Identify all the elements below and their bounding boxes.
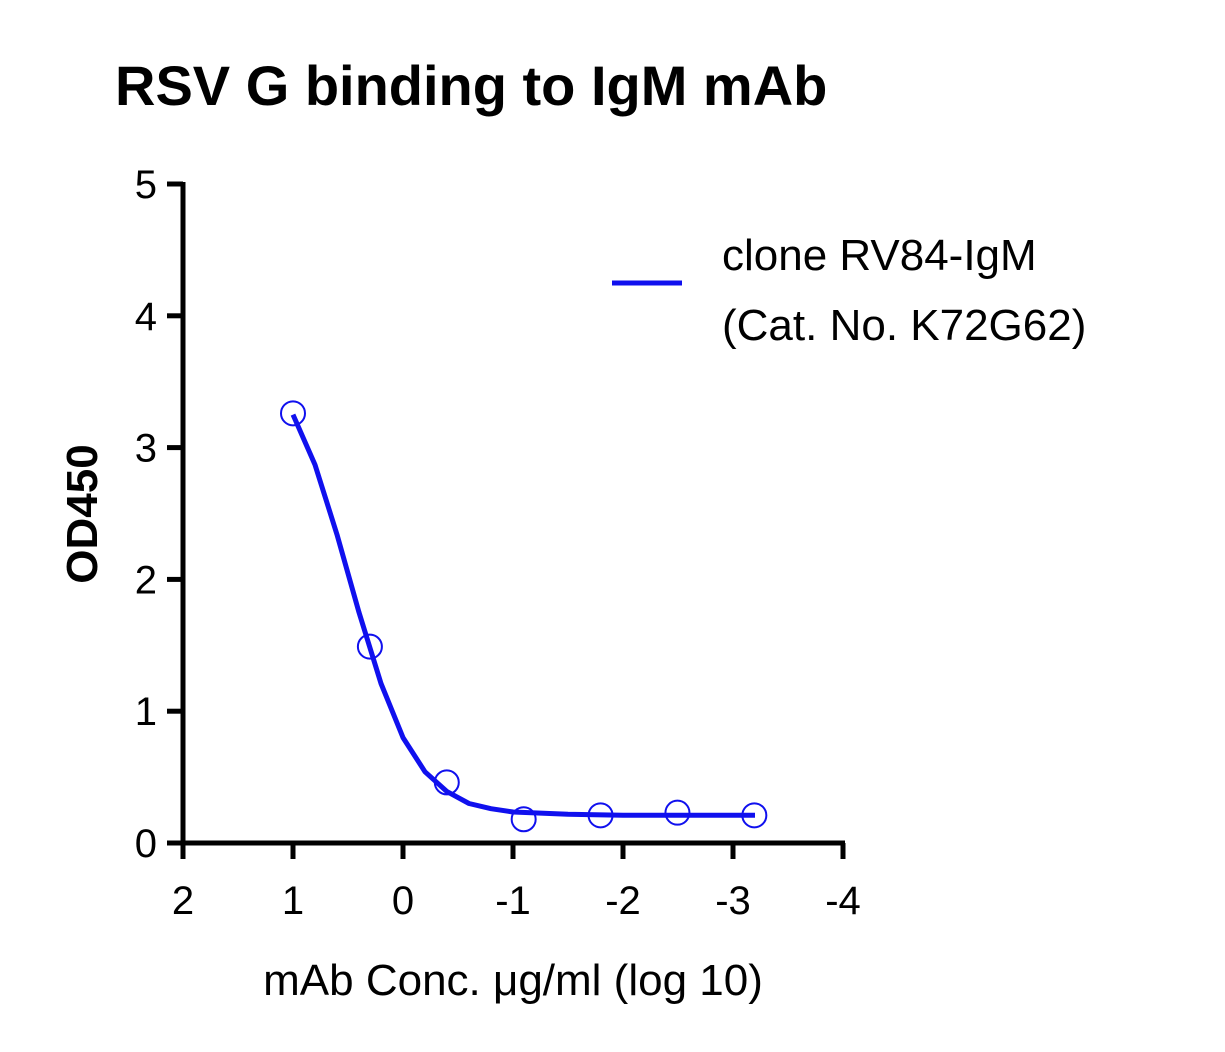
y-tick-label: 0	[135, 822, 157, 866]
x-tick-label: 1	[282, 879, 304, 923]
chart-title: RSV G binding to IgM mAb	[115, 54, 827, 117]
legend-label-line2: (Cat. No. K72G62)	[722, 301, 1086, 350]
x-tick-label: -1	[495, 879, 531, 923]
data-point	[433, 769, 460, 796]
data-point	[587, 802, 614, 829]
fit-curve	[290, 413, 755, 818]
axes: 0 1 2 3 4 5 2 1 0 -1 -2 -3 -4	[135, 163, 861, 923]
x-tick-label: 2	[172, 879, 194, 923]
x-tick-label: 0	[392, 879, 414, 923]
data-point	[664, 799, 691, 826]
marks	[280, 400, 768, 833]
legend-label-line1: clone RV84-IgM	[722, 231, 1037, 280]
y-tick-label: 2	[135, 558, 157, 602]
y-tick-label: 3	[135, 427, 157, 471]
y-axis-label: OD450	[58, 444, 107, 583]
data-point	[356, 633, 383, 660]
y-tick-label: 5	[135, 163, 157, 207]
legend: clone RV84-IgM (Cat. No. K72G62)	[612, 231, 1086, 350]
data-point	[510, 806, 537, 833]
x-tick-label: -2	[605, 879, 641, 923]
data-point	[741, 802, 768, 829]
x-tick-label: -3	[715, 879, 751, 923]
y-tick-label: 4	[135, 295, 157, 339]
y-tick-label: 1	[135, 690, 157, 734]
x-tick-label: -4	[825, 879, 861, 923]
data-point	[280, 400, 306, 427]
x-axis-label: mAb Conc. μg/ml (log 10)	[263, 956, 763, 1005]
